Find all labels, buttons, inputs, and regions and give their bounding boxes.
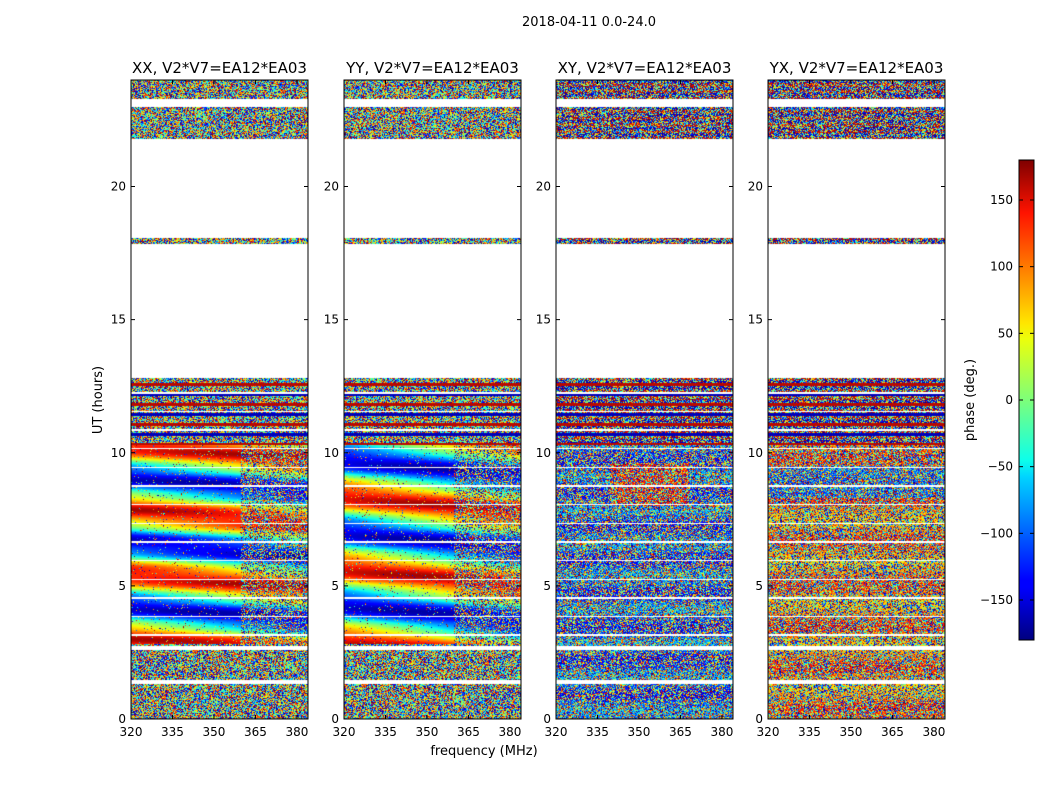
colorbar-tick-label: −150 [980,593,1013,607]
colorbar-tick-label: −100 [980,526,1013,540]
x-tick-label: 350 [840,725,863,739]
y-axis-label: UT (hours) [91,366,106,434]
x-tick-label: 335 [586,725,609,739]
panel-yy: YY, V2*V7=EA12*EA03 320 335 350 365 380 0 5 10 15… [324,59,522,739]
y-tick-label: 0 [118,712,126,726]
panel-yy-heatmap [344,80,521,719]
panel-xx-frame [130,79,309,720]
x-tick-label: 335 [374,725,397,739]
y-tick-label: 10 [324,446,339,460]
panel-xy-frame [555,79,734,720]
y-tick-label: 5 [755,579,763,593]
panel-xy-heatmap [556,80,733,719]
colorbar-tick-label: 50 [998,326,1013,340]
colorbar-ticks: −150 −100 −50 0 50 100 150 [980,193,1034,607]
y-tick-label: 20 [748,180,763,194]
y-tick-label: 0 [543,712,551,726]
x-tick-label: 335 [798,725,821,739]
x-tick-label: 350 [416,725,439,739]
colorbar-tick-label: 150 [990,193,1013,207]
x-axis-label: frequency (MHz) [430,744,537,759]
x-tick-label: 380 [285,725,308,739]
x-tick-label: 380 [710,725,733,739]
colorbar-tick-label: 100 [990,260,1013,274]
y-tick-label: 5 [331,579,339,593]
colorbar: −150 −100 −50 0 50 100 150 phase (deg.) [963,159,1035,641]
y-tick-label: 5 [118,579,126,593]
y-tick-label: 10 [748,446,763,460]
colorbar-label: phase (deg.) [963,359,978,441]
panel-xx: XX, V2*V7=EA12*EA03 320 335 350 365 380 0 5 10 15… [111,59,309,739]
y-tick-label: 15 [748,313,763,327]
colorbar-tick-label: −50 [988,460,1013,474]
x-tick-label: 320 [757,725,780,739]
y-tick-label: 10 [536,446,551,460]
y-tick-label: 20 [111,180,126,194]
x-tick-label: 350 [628,725,651,739]
x-tick-label: 365 [244,725,267,739]
panel-yx-frame [767,79,946,720]
y-tick-label: 0 [331,712,339,726]
panel-yx-title: YX, V2*V7=EA12*EA03 [769,59,944,77]
panel-yx: YX, V2*V7=EA12*EA03 320 335 350 365 380 0 5 10 15… [748,59,946,739]
y-tick-label: 10 [111,446,126,460]
x-tick-label: 320 [545,725,568,739]
x-tick-label: 380 [498,725,521,739]
panel-yy-frame [343,79,522,720]
x-tick-label: 365 [669,725,692,739]
panel-yy-title: YY, V2*V7=EA12*EA03 [345,59,519,77]
chart-suptitle: 2018-04-11 0.0-24.0 [522,15,656,30]
x-tick-label: 320 [120,725,143,739]
x-tick-label: 380 [922,725,945,739]
panel-xx-heatmap [131,80,308,719]
panel-yx-heatmap [768,80,945,719]
y-tick-label: 15 [536,313,551,327]
panels: XX, V2*V7=EA12*EA03 320 335 350 365 380 0 5 10 15… [111,59,946,739]
y-tick-label: 0 [755,712,763,726]
y-tick-label: 15 [324,313,339,327]
y-tick-label: 20 [536,180,551,194]
panel-xy: XY, V2*V7=EA12*EA03 320 335 350 365 380 0 5 10 15… [536,59,734,739]
colorbar-tick-label: 0 [1005,393,1013,407]
x-tick-label: 350 [203,725,226,739]
y-tick-label: 20 [324,180,339,194]
x-tick-label: 335 [161,725,184,739]
panel-xx-title: XX, V2*V7=EA12*EA03 [132,59,307,77]
x-tick-label: 320 [333,725,356,739]
x-tick-label: 365 [457,725,480,739]
x-tick-label: 365 [881,725,904,739]
panel-xy-title: XY, V2*V7=EA12*EA03 [558,59,732,77]
y-tick-label: 15 [111,313,126,327]
y-tick-label: 5 [543,579,551,593]
